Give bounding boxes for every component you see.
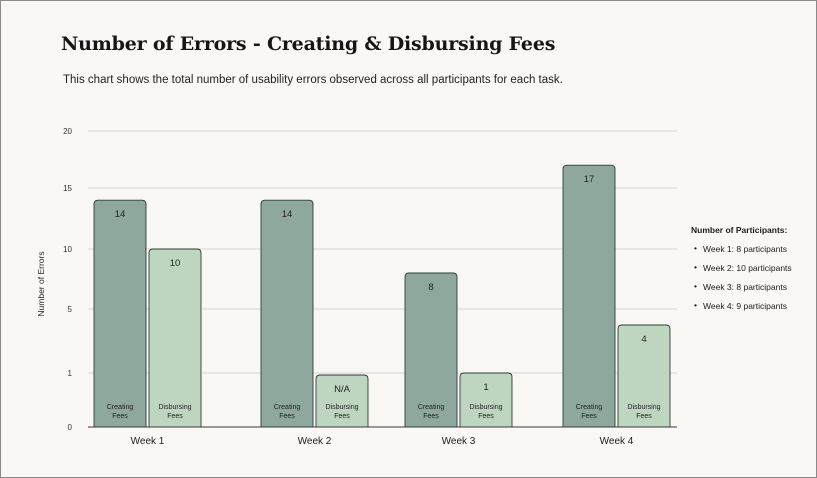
bar <box>148 248 202 428</box>
legend-item-week-3: Week 3: 8 participants <box>691 281 792 292</box>
bar-value-label: 14 <box>115 209 126 220</box>
bar-series-label: Fees <box>581 413 597 420</box>
bar-series-label: Disbursing <box>325 404 358 411</box>
y-tick-label: 10 <box>63 245 72 254</box>
bar-series-label: Fees <box>636 413 652 420</box>
bar-value-label: 4 <box>641 334 646 345</box>
bar-value-label: 17 <box>584 174 595 185</box>
bar <box>459 372 513 428</box>
bar <box>260 199 314 428</box>
bar-series-label: Disbursing <box>158 404 191 411</box>
bar-value-label: 1 <box>483 382 488 393</box>
y-tick-label: 20 <box>63 127 72 136</box>
bar <box>93 199 147 428</box>
bar-series-label: Fees <box>334 413 350 420</box>
legend-item-week-4: Week 4: 9 participants <box>691 300 792 311</box>
bar-value-label: N/A <box>334 384 351 395</box>
y-tick-label: 5 <box>68 305 73 314</box>
legend-item-week-2: Week 2: 10 participants <box>691 262 792 273</box>
bar-series-label: Fees <box>423 413 439 420</box>
bar <box>562 164 616 428</box>
participants-legend: Number of Participants: Week 1: 8 partic… <box>691 225 792 320</box>
bar-series-label: Fees <box>167 413 183 420</box>
chart-title: Number of Errors - Creating & Disbursing… <box>61 33 556 55</box>
bar <box>315 374 369 428</box>
x-category-label: Week 3 <box>442 436 476 447</box>
bar-series-label: Creating <box>576 404 603 411</box>
bar-series-label: Disbursing <box>469 404 502 411</box>
x-category-label: Week 1 <box>131 436 165 447</box>
bar-series-label: Fees <box>112 413 128 420</box>
bar <box>404 272 458 428</box>
y-tick-label: 15 <box>63 184 72 193</box>
bar <box>617 324 671 428</box>
x-category-label: Week 4 <box>600 436 634 447</box>
x-category-label: Week 2 <box>298 436 332 447</box>
bar-series-label: Disbursing <box>627 404 660 411</box>
bar-value-label: 8 <box>428 282 433 293</box>
bar-series-label: Creating <box>418 404 445 411</box>
bar-series-label: Creating <box>274 404 301 411</box>
bar-series-label: Fees <box>478 413 494 420</box>
legend-title: Number of Participants: <box>691 225 788 235</box>
bar-series-label: Creating <box>107 404 134 411</box>
bar-value-label: 14 <box>282 209 293 220</box>
chart-subtitle: This chart shows the total number of usa… <box>63 74 563 86</box>
legend-item-week-1: Week 1: 8 participants <box>691 243 792 254</box>
bar-series-label: Fees <box>279 413 295 420</box>
bar-value-label: 10 <box>170 258 181 269</box>
y-axis-label: Number of Errors <box>36 251 46 316</box>
y-tick-label: 1 <box>68 369 73 378</box>
legend-list: Week 1: 8 participants Week 2: 10 partic… <box>691 243 792 311</box>
y-tick-label: 0 <box>68 423 73 432</box>
